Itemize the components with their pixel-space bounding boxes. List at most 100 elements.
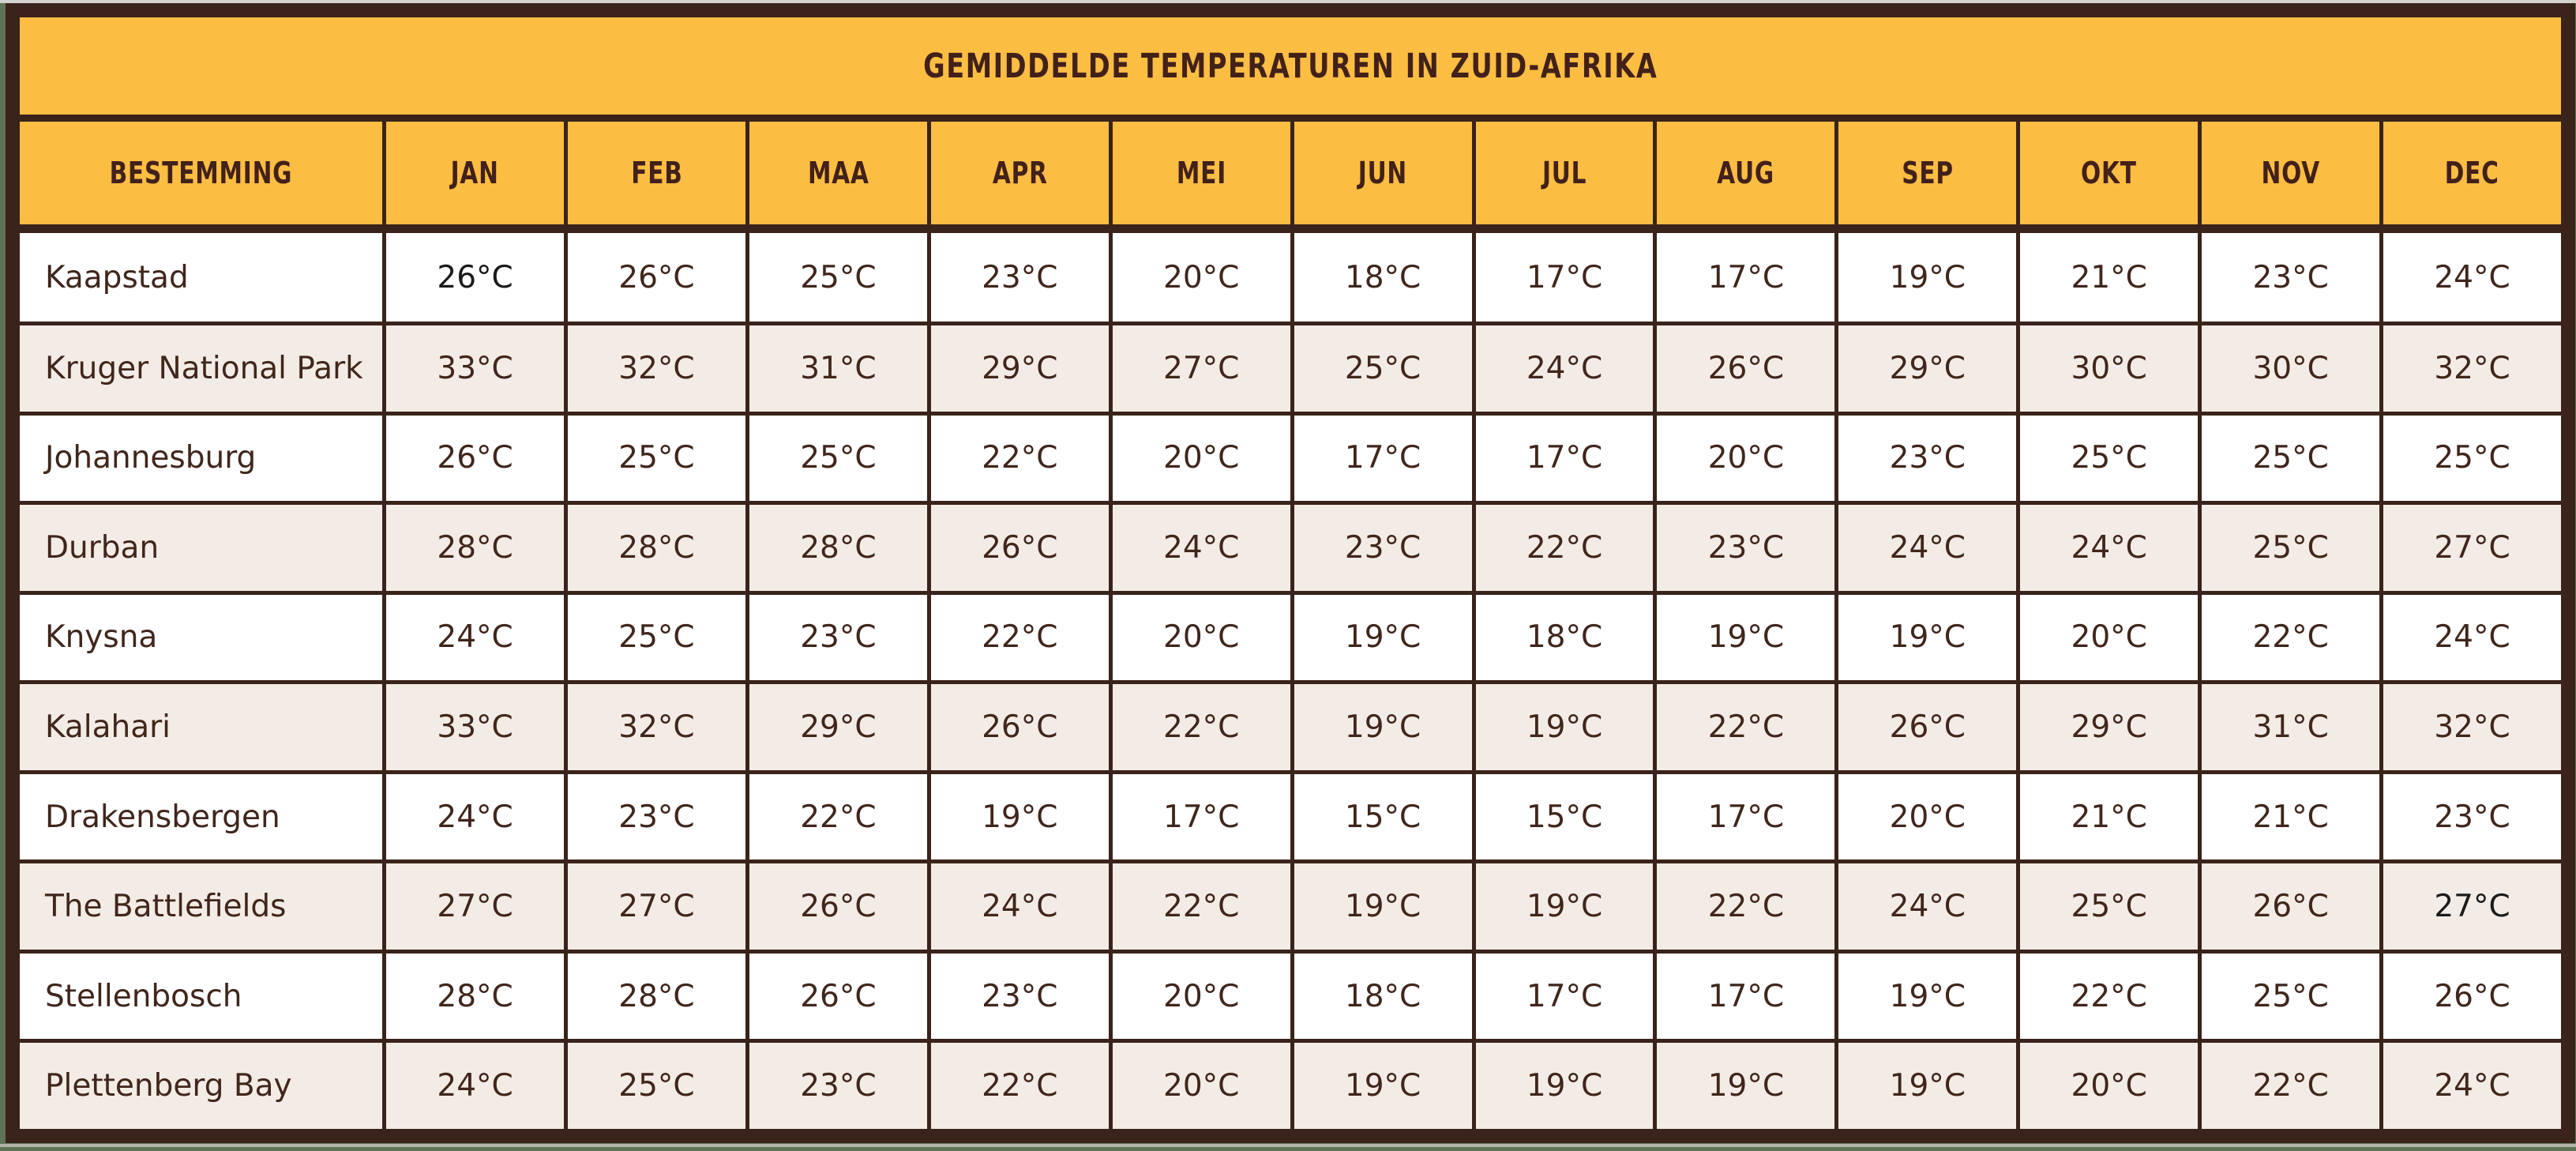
temp-cell-dec: 26°C	[2379, 949, 2565, 1044]
temp-cell-sep: 23°C	[1834, 411, 2021, 506]
temp-cell-dec: 25°C	[2379, 411, 2565, 506]
temp-cell-okt: 20°C	[2016, 1039, 2202, 1133]
table-row-kalahari: Kalahari 33°C 32°C 29°C 26°C 22°C 19°C 19°C 22°C…	[15, 680, 2565, 774]
temp-cell-jul: 19°C	[1471, 1039, 1658, 1133]
temp-cell-dec: 32°C	[2379, 680, 2565, 774]
temp-cell-apr: 26°C	[926, 680, 1113, 774]
temp-cell-nov: 23°C	[2198, 226, 2384, 326]
temp-cell-jan: 28°C	[382, 949, 569, 1044]
temp-cell-apr: 22°C	[926, 590, 1113, 685]
temp-cell-nov: 22°C	[2198, 1039, 2384, 1133]
temp-cell-jun: 23°C	[1290, 501, 1476, 595]
temp-cell-dec: 23°C	[2379, 769, 2565, 864]
window-bottom-edge	[0, 1144, 2576, 1147]
column-header-text: AUG	[1717, 156, 1775, 190]
temp-cell-maa: 26°C	[745, 859, 931, 954]
temp-cell-maa: 23°C	[745, 590, 931, 685]
temp-cell-mei: 22°C	[1108, 680, 1294, 774]
column-header-okt: OKT	[2016, 116, 2202, 233]
temp-cell-jun: 17°C	[1290, 411, 1476, 506]
temperature-table-frame: GEMIDDELDE TEMPERATUREN IN ZUID-AFRIKA B…	[6, 3, 2575, 1143]
temp-cell-feb: 26°C	[564, 226, 749, 326]
temp-cell-jan: 33°C	[382, 322, 569, 416]
temp-cell-sep: 24°C	[1834, 501, 2021, 595]
column-header-aug: AUG	[1653, 116, 1839, 233]
temp-cell-jul: 19°C	[1471, 680, 1658, 774]
temp-cell-mei: 20°C	[1108, 949, 1294, 1044]
temp-cell-jul: 19°C	[1471, 859, 1658, 954]
temp-cell-jan: 26°C	[382, 226, 569, 326]
temp-cell-aug: 26°C	[1653, 322, 1839, 416]
title-row: GEMIDDELDE TEMPERATUREN IN ZUID-AFRIKA	[16, 13, 2565, 122]
temp-cell-sep: 20°C	[1834, 769, 2021, 864]
temp-cell-mei: 17°C	[1108, 769, 1294, 864]
temp-cell-nov: 25°C	[2198, 949, 2384, 1044]
table-row-johannesburg: Johannesburg 26°C 25°C 25°C 22°C 20°C 17°C 17°C…	[15, 411, 2565, 506]
column-header-text: JUL	[1541, 156, 1587, 190]
temp-cell-okt: 24°C	[2016, 501, 2202, 595]
temp-cell-dec: 24°C	[2379, 1039, 2565, 1133]
temp-cell-maa: 23°C	[745, 1039, 931, 1133]
temp-cell-jan: 26°C	[382, 411, 569, 506]
temp-cell-okt: 30°C	[2016, 322, 2202, 416]
temp-cell-feb: 28°C	[564, 501, 749, 595]
destination-cell: Kaapstad	[15, 226, 387, 326]
temp-cell-maa: 26°C	[745, 949, 931, 1044]
column-header-text: SEP	[1901, 156, 1954, 190]
destination-cell: Stellenbosch	[15, 949, 387, 1044]
table-row-drakensbergen: Drakensbergen 24°C 23°C 22°C 19°C 17°C 15°C 15°…	[15, 769, 2565, 864]
column-header-bestemming: BESTEMMING	[15, 116, 387, 233]
temp-cell-nov: 25°C	[2198, 411, 2384, 506]
temp-cell-jun: 19°C	[1290, 1039, 1476, 1133]
temp-cell-nov: 22°C	[2198, 590, 2384, 685]
temp-cell-maa: 31°C	[745, 322, 931, 416]
column-header-bestemming-text: BESTEMMING	[109, 156, 293, 190]
temp-cell-jun: 18°C	[1290, 226, 1476, 326]
column-header-text: JAN	[450, 156, 500, 190]
temp-cell-feb: 23°C	[564, 769, 749, 864]
temp-cell-maa: 22°C	[745, 769, 931, 864]
temp-cell-okt: 21°C	[2016, 769, 2202, 864]
column-header-text: NOV	[2261, 156, 2320, 190]
temp-cell-mei: 27°C	[1108, 322, 1294, 416]
temp-cell-jan: 28°C	[382, 501, 569, 595]
column-header-row: BESTEMMING JAN FEB MAA APR MEI JUN JUL AUG SEP OK…	[15, 116, 2565, 233]
temp-cell-apr: 22°C	[926, 1039, 1113, 1133]
temp-cell-nov: 30°C	[2198, 322, 2384, 416]
destination-cell: Knysna	[15, 590, 387, 685]
temp-cell-aug: 19°C	[1653, 1039, 1839, 1133]
temp-cell-jun: 19°C	[1290, 680, 1476, 774]
temp-cell-okt: 22°C	[2016, 949, 2202, 1044]
temp-cell-jan: 24°C	[382, 769, 569, 864]
table-row-stellenbosch: Stellenbosch 28°C 28°C 26°C 23°C 20°C 18°C 17°C…	[15, 949, 2565, 1044]
temp-cell-maa: 25°C	[745, 226, 931, 326]
temp-cell-feb: 32°C	[564, 680, 749, 774]
temp-cell-mei: 20°C	[1108, 1039, 1294, 1133]
column-header-jan: JAN	[382, 116, 569, 233]
temp-cell-sep: 19°C	[1834, 1039, 2021, 1133]
temp-cell-aug: 17°C	[1653, 949, 1839, 1044]
temp-cell-aug: 20°C	[1653, 411, 1839, 506]
table-title: GEMIDDELDE TEMPERATUREN IN ZUID-AFRIKA	[922, 46, 1658, 86]
temp-cell-jul: 15°C	[1471, 769, 1658, 864]
temp-cell-nov: 31°C	[2198, 680, 2384, 774]
temperature-table: GEMIDDELDE TEMPERATUREN IN ZUID-AFRIKA B…	[15, 13, 2565, 1133]
column-header-text: FEB	[630, 156, 683, 190]
table-row-knysna: Knysna 24°C 25°C 23°C 22°C 20°C 19°C 18°C 19°C 19…	[15, 590, 2565, 685]
temp-cell-jan: 24°C	[382, 590, 569, 685]
temp-cell-feb: 25°C	[564, 590, 749, 685]
temp-cell-apr: 24°C	[926, 859, 1113, 954]
temp-cell-jul: 17°C	[1471, 226, 1658, 326]
column-header-apr: APR	[926, 116, 1113, 233]
temp-cell-dec: 24°C	[2379, 226, 2565, 326]
temp-cell-aug: 22°C	[1653, 859, 1839, 954]
temp-cell-sep: 29°C	[1834, 322, 2021, 416]
temp-cell-jul: 17°C	[1471, 949, 1658, 1044]
temp-cell-jan: 33°C	[382, 680, 569, 774]
column-header-sep: SEP	[1834, 116, 2021, 233]
temp-cell-maa: 28°C	[745, 501, 931, 595]
temp-cell-mei: 24°C	[1108, 501, 1294, 595]
temp-cell-dec: 32°C	[2379, 322, 2565, 416]
temp-cell-jan: 27°C	[382, 859, 569, 954]
temp-cell-sep: 19°C	[1834, 226, 2021, 326]
